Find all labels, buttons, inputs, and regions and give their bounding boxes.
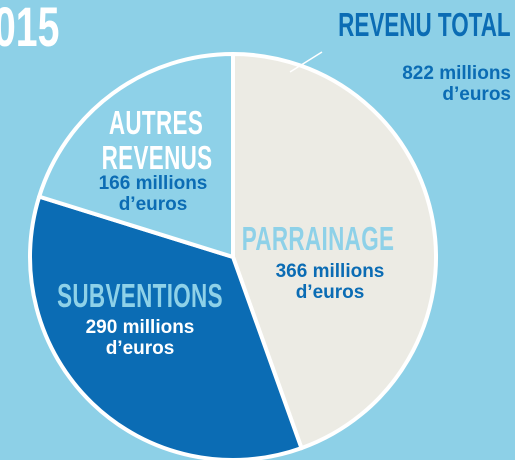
category-label: PARRAINAGE: [241, 220, 395, 257]
value-label: 366 millions d’euros: [275, 261, 385, 303]
total-label: REVENU TOTAL: [338, 6, 511, 43]
category-label: AUTRES REVENUS: [101, 104, 213, 176]
chart-title: 015: [0, 0, 60, 58]
value-label: 290 millions d’euros: [85, 317, 195, 359]
pie-slice: [231, 52, 438, 451]
category-label: SUBVENTIONS: [57, 277, 223, 314]
total-value: 822 millions d’euros: [402, 63, 511, 105]
pointer-line: [289, 51, 323, 73]
value-label: 166 millions d’euros: [98, 173, 208, 215]
pie-slice: [37, 52, 235, 259]
